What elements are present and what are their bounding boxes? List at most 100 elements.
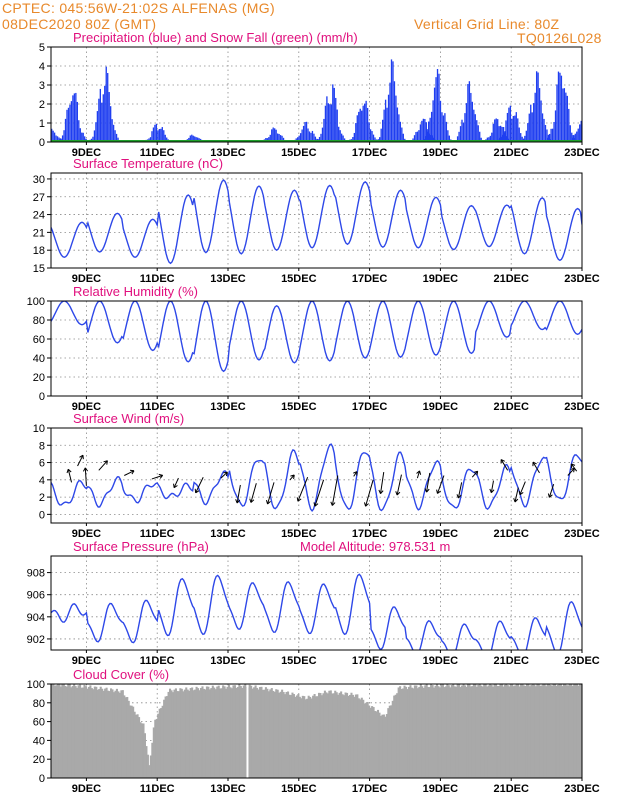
- cloud-bar: [99, 686, 102, 778]
- cloud-bar: [350, 692, 353, 778]
- precip-bar: [573, 135, 575, 142]
- cloud-bar: [465, 686, 468, 778]
- wind-arrow: [151, 474, 163, 480]
- cloud-bar: [378, 712, 381, 778]
- cloud-bar: [388, 705, 391, 778]
- y-tick-label: 1: [39, 118, 45, 130]
- cloud-bar: [79, 684, 82, 778]
- precip-bar: [577, 128, 579, 142]
- cloud-bar: [238, 684, 241, 778]
- cloud-bar: [428, 687, 431, 778]
- precip-bar: [562, 88, 564, 142]
- cloud-bar: [464, 685, 467, 778]
- cloud-bar: [121, 690, 124, 778]
- precip-bar: [366, 107, 369, 142]
- cloud-bar: [546, 684, 549, 778]
- precip-bar: [524, 135, 526, 142]
- wind-arrow-head: [570, 463, 576, 469]
- precip-bar: [102, 94, 104, 142]
- cloud-bar: [51, 684, 54, 778]
- wind-arrow: [416, 470, 421, 479]
- cloud-bar: [213, 687, 216, 778]
- chart-subtitle: Model Altitude: 978.531 m: [300, 539, 450, 554]
- precip-bar: [101, 102, 103, 142]
- precip-bar: [448, 135, 450, 142]
- wind-arrow: [519, 481, 526, 495]
- x-tick-label: 17DEC: [352, 783, 388, 795]
- cloud-bar: [167, 691, 170, 778]
- precip-bar: [480, 137, 482, 142]
- precip-bar: [379, 137, 381, 142]
- cloud-bar: [135, 714, 138, 778]
- cloud-bar: [425, 684, 428, 778]
- cloud-bar: [543, 684, 546, 778]
- y-tick-label: 8: [39, 440, 45, 452]
- wind-arrow: [490, 480, 494, 493]
- precip-bar: [559, 72, 561, 142]
- wind-arrow: [84, 467, 87, 486]
- cloud-bar: [71, 686, 74, 778]
- precip-bar: [365, 100, 367, 142]
- precip-bar: [500, 136, 503, 142]
- cloud-bar: [558, 684, 561, 778]
- precip-bar: [456, 136, 459, 142]
- cloud-bar: [289, 695, 293, 778]
- series-line-wind: [51, 443, 582, 513]
- precip-bar: [274, 128, 276, 142]
- x-tick-label: 11DEC: [140, 783, 175, 795]
- precip-bar: [518, 127, 520, 142]
- cloud-bar: [493, 684, 496, 778]
- wind-arrow-head: [235, 499, 241, 504]
- cloud-bar: [270, 688, 273, 778]
- precip-bar: [53, 132, 56, 142]
- precip-bar: [151, 131, 153, 142]
- cloud-bar: [481, 686, 484, 778]
- cloud-bar: [561, 686, 564, 778]
- chart-title: Surface Wind (m/s): [73, 411, 184, 426]
- cloud-bar: [444, 686, 447, 778]
- precip-bar: [425, 136, 427, 142]
- precip-bar: [157, 130, 159, 142]
- precip-bar: [189, 135, 191, 142]
- precip-bar: [342, 135, 344, 142]
- precip-bar: [540, 100, 542, 142]
- cloud-bar: [371, 706, 374, 778]
- precip-bar: [112, 124, 115, 142]
- cloud-bar: [67, 684, 70, 778]
- cloud-bar: [559, 684, 562, 778]
- cloud-bar: [253, 687, 256, 778]
- wind-arrow-head: [518, 490, 524, 496]
- cloud-bar: [77, 685, 80, 778]
- wind-arrow-head: [378, 489, 384, 494]
- precip-bar: [52, 130, 54, 142]
- cloud-bar: [84, 686, 87, 778]
- chart-title: Relative Humidity (%): [73, 284, 198, 299]
- precip-bar: [188, 137, 190, 142]
- cloud-bar: [391, 700, 394, 778]
- cloud-bar: [310, 698, 313, 778]
- cloud-bar: [477, 684, 480, 778]
- precip-bar: [79, 128, 81, 142]
- cloud-bar: [95, 686, 98, 778]
- precip-bar: [430, 111, 433, 142]
- wind-arrow: [380, 471, 385, 494]
- cloud-bar: [579, 684, 582, 778]
- precip-bar: [93, 130, 96, 142]
- x-tick-label: 17DEC: [352, 401, 388, 413]
- precip-bar: [56, 136, 59, 142]
- cloud-bar: [472, 684, 475, 778]
- x-tick-label: 21DEC: [493, 401, 529, 413]
- cloud-bar: [275, 689, 278, 778]
- precip-bar: [568, 108, 570, 142]
- precip-bar: [166, 137, 168, 142]
- wind-arrow-head: [353, 471, 358, 476]
- series-line-rh: [51, 301, 582, 373]
- precip-bar: [474, 114, 476, 142]
- cloud-bar: [191, 687, 194, 778]
- panel-frame: [50, 300, 583, 397]
- cloud-bar: [261, 689, 264, 778]
- x-tick-label: 19DEC: [423, 147, 459, 159]
- cloud-bar: [68, 684, 71, 778]
- precip-bar: [436, 69, 439, 142]
- precip-bar: [551, 128, 554, 142]
